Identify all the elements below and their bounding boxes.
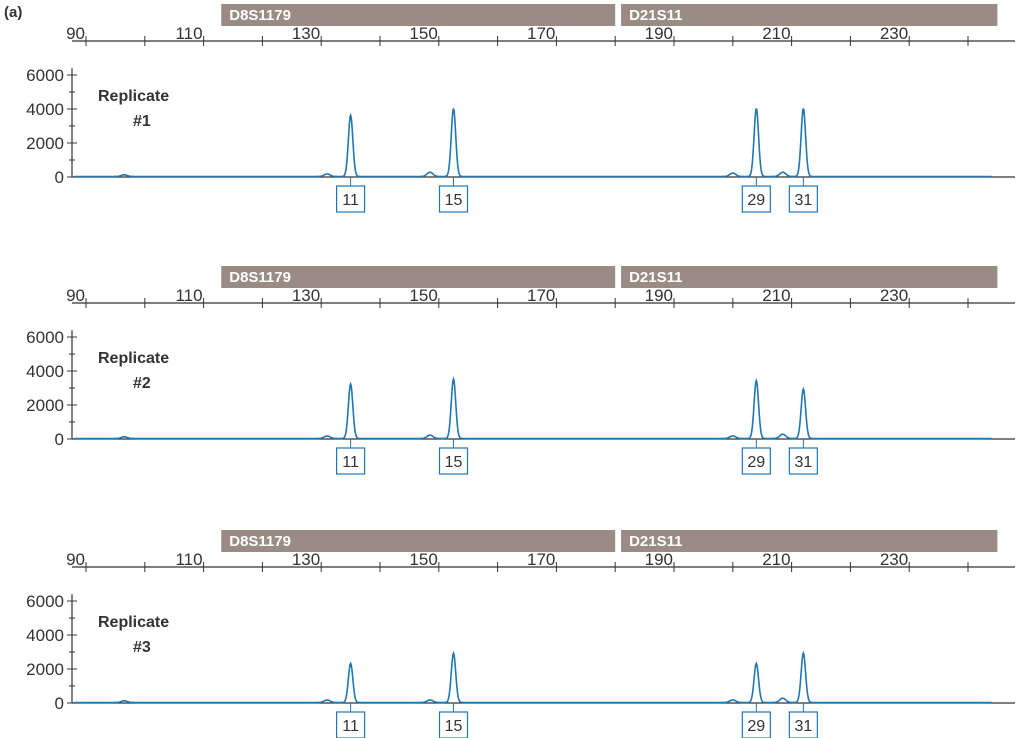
locus-label-d21s11: D21S11 [629,269,682,286]
replicate-label: #1 [133,113,151,130]
x-tick-label: 110 [175,550,202,569]
x-tick-label: 130 [292,24,320,43]
replicate-label: Replicate [98,614,169,631]
allele-label: 29 [747,192,765,209]
locus-bar-d21s11 [621,4,998,26]
locus-bar-d8s1179 [221,266,616,288]
allele-label: 29 [747,454,765,471]
allele-box [336,711,366,738]
y-tick-label: 2000 [26,660,64,679]
allele-label: 15 [445,192,463,209]
allele-label: 31 [794,192,812,209]
locus-bar-d8s1179 [221,4,616,26]
allele-box [336,447,366,475]
allele-box [788,711,818,738]
y-tick-label: 2000 [26,396,64,415]
replicate-label: #3 [133,639,151,656]
allele-label: 11 [342,192,359,209]
x-tick-label: 190 [645,550,673,569]
allele-box [788,447,818,475]
y-tick-label: 4000 [26,100,64,119]
y-tick-label: 6000 [26,66,64,85]
signal-trace [74,650,992,704]
allele-label: 29 [747,718,765,735]
x-tick-label: 150 [409,550,437,569]
chart-panel-3: D8S1179 D21S11 90 110 130 150 170 190 210 230 0 200… [26,530,1015,738]
replicate-label: Replicate [98,88,169,105]
allele-label: 15 [445,718,463,735]
allele-label: 11 [342,454,359,471]
allele-label: 15 [445,454,463,471]
x-tick-label: 150 [409,286,437,305]
chart-panel-2: D8S1179 D21S11 90 110 130 150 170 190 210 230 0 200… [26,266,1015,475]
y-tick-label: 6000 [26,328,64,347]
allele-box [741,185,771,213]
y-tick-label: 0 [55,430,64,449]
x-tick-label: 150 [409,24,437,43]
x-tick-label: 130 [292,286,320,305]
x-tick-label: 190 [645,24,673,43]
x-tick-label: 210 [762,550,790,569]
locus-label-d21s11: D21S11 [629,7,682,24]
y-tick-label: 4000 [26,362,64,381]
y-tick-label: 2000 [26,134,64,153]
allele-box [741,711,771,738]
y-tick-label: 6000 [26,592,64,611]
panel-label: (a) [4,4,22,21]
locus-label-d21s11: D21S11 [629,533,682,550]
x-tick-label: 90 [66,550,85,569]
x-tick-label: 170 [527,550,555,569]
locus-bar-d21s11 [621,530,998,552]
allele-box [336,185,366,213]
allele-box [788,185,818,213]
x-tick-label: 90 [66,24,85,43]
replicate-label: Replicate [98,350,169,367]
locus-bar-d8s1179 [221,530,616,552]
x-tick-label: 90 [66,286,85,305]
x-tick-label: 110 [175,24,202,43]
x-tick-label: 170 [527,24,555,43]
locus-label-d8s1179: D8S1179 [229,7,291,24]
allele-label: 11 [342,718,359,735]
x-tick-label: 230 [880,286,908,305]
x-tick-label: 110 [175,286,202,305]
locus-bar-d21s11 [621,266,998,288]
allele-box [741,447,771,475]
x-tick-label: 230 [880,550,908,569]
allele-label: 31 [794,454,812,471]
allele-box [438,185,469,213]
x-tick-label: 210 [762,24,790,43]
allele-label: 31 [794,718,812,735]
y-tick-label: 0 [55,694,64,713]
locus-label-d8s1179: D8S1179 [229,269,291,286]
signal-trace [74,108,992,178]
x-tick-label: 170 [527,286,555,305]
x-tick-label: 230 [880,24,908,43]
locus-label-d8s1179: D8S1179 [229,533,291,550]
allele-box [438,711,469,738]
x-tick-label: 190 [645,286,673,305]
chart-panel-1: D8S1179 D21S11 90 110 130 150 170 190 210 230 0 200… [26,4,1015,213]
y-tick-label: 4000 [26,626,64,645]
allele-box [438,447,469,475]
replicate-label: #2 [133,375,151,392]
x-tick-label: 210 [762,286,790,305]
y-tick-label: 0 [55,168,64,187]
signal-trace [74,376,992,440]
x-tick-label: 130 [292,550,320,569]
